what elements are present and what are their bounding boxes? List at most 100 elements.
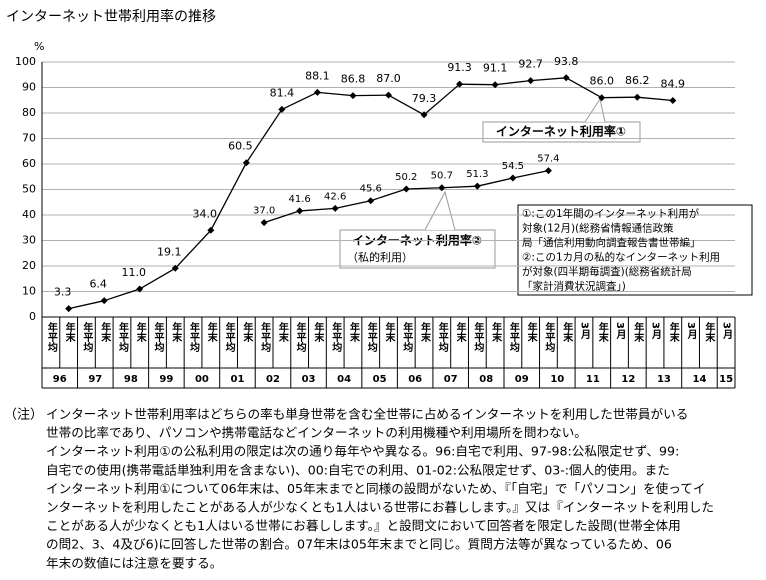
- x-tick-label: 年末: [596, 321, 608, 343]
- data-label: 88.1: [305, 69, 330, 82]
- note-label: （注）: [4, 408, 43, 423]
- x-tick-label: 年平均: [188, 321, 200, 353]
- x-tick-label: 3月: [721, 322, 734, 340]
- y-tick-label: 60: [22, 157, 36, 170]
- x-tick-label: 3月: [685, 322, 698, 340]
- line-segment: [406, 187, 442, 190]
- year-label: 07: [444, 374, 458, 385]
- marker: [385, 91, 392, 99]
- note-line: の問2、3、4及び6)に回答した世帯の割合。07年末は05年末までと同じ。質問方…: [46, 537, 672, 552]
- x-tick-label: 年平均: [259, 321, 271, 353]
- x-tick-label: 年平均: [507, 321, 519, 353]
- year-label: 05: [373, 374, 387, 385]
- y-tick-label: 0: [29, 310, 36, 323]
- data-label: 6.4: [89, 278, 107, 291]
- source-note: 対象(12月)(総務省情報通信政策: [522, 222, 674, 235]
- x-tick-label: 年平均: [45, 321, 57, 353]
- line-segment: [459, 83, 496, 86]
- data-label: 11.0: [121, 266, 146, 279]
- marker: [136, 285, 144, 293]
- x-tick-label: 年平均: [365, 321, 377, 353]
- marker: [367, 197, 375, 205]
- data-label: 50.2: [395, 172, 417, 183]
- x-tick-label: 年平均: [152, 321, 164, 353]
- data-label: 34.0: [193, 207, 218, 220]
- x-tick-label: 年平均: [294, 321, 306, 353]
- x-tick-label: 年末: [347, 321, 359, 343]
- y-tick-label: 50: [22, 183, 36, 196]
- marker: [402, 185, 410, 193]
- x-tick-label: 年末: [525, 321, 537, 343]
- data-label: 54.5: [502, 161, 524, 172]
- x-tick-label: 年平均: [436, 321, 448, 353]
- year-label: 08: [479, 374, 493, 385]
- line-segment: [281, 91, 318, 111]
- note-line: 自宅での使用(携帯電話単独利用を含まない)、00:自宅での利用、01-02:公私…: [46, 462, 670, 477]
- source-note: ①:この1年間のインターネット利用が: [522, 207, 700, 220]
- data-label: 37.0: [253, 206, 275, 217]
- y-tick-label: 40: [22, 208, 36, 221]
- note-line: ンターネットを利用したことがある人が少なくとも1人はいる世帯にお暮しします。』又…: [46, 500, 714, 515]
- marker: [544, 167, 552, 175]
- data-label: 93.8: [554, 55, 579, 68]
- x-tick-label: 年平均: [472, 321, 484, 353]
- marker: [669, 97, 677, 105]
- line-segment: [388, 94, 425, 116]
- year-label: 06: [408, 374, 422, 385]
- marker: [313, 88, 321, 96]
- y-tick-label: 100: [15, 55, 36, 68]
- line-segment: [263, 210, 300, 224]
- year-label: 02: [266, 374, 280, 385]
- source-note: 局「通信利用動向調査報告書世帯編」: [522, 236, 701, 249]
- data-label: 92.7: [518, 58, 543, 71]
- line-segment: [601, 96, 638, 99]
- x-tick-label: 年末: [205, 321, 217, 343]
- x-tick-label: 年末: [703, 321, 715, 343]
- line-segment: [637, 96, 673, 102]
- data-label: 86.0: [589, 75, 614, 88]
- year-label: 14: [693, 374, 707, 385]
- x-tick-label: 年平均: [81, 321, 93, 353]
- x-tick-label: 年末: [632, 321, 644, 343]
- year-label: 99: [159, 374, 173, 385]
- x-tick-label: 年末: [63, 321, 75, 343]
- data-label: 91.3: [447, 61, 472, 74]
- data-label: 57.4: [537, 154, 559, 165]
- x-tick-label: 年末: [312, 321, 324, 343]
- year-label: 03: [302, 374, 316, 385]
- x-tick-label: 年末: [490, 321, 502, 343]
- line-segment: [477, 177, 514, 187]
- line-segment: [565, 77, 603, 99]
- note-line: インターネット利用①の公私利用の限定は次の通り毎年やや異なる。96:自宅で利用、…: [46, 444, 679, 459]
- callout-pointer: [424, 190, 456, 231]
- year-label: 98: [124, 374, 138, 385]
- x-tick-label: 年末: [134, 321, 146, 343]
- year-label: 01: [231, 374, 245, 385]
- marker: [420, 111, 428, 119]
- year-label: 09: [515, 374, 529, 385]
- line-segment: [317, 91, 354, 97]
- y-tick-label: 20: [22, 259, 36, 272]
- line-segment: [299, 207, 336, 212]
- marker: [296, 207, 304, 215]
- x-tick-label: 年末: [276, 321, 288, 343]
- x-tick-label: 年平均: [223, 321, 235, 353]
- year-label: 97: [88, 374, 102, 385]
- series-sublabel: （私的利用）: [347, 250, 413, 264]
- source-box: [517, 204, 753, 296]
- data-label: 42.6: [324, 191, 346, 202]
- marker: [473, 182, 481, 190]
- data-label: 84.9: [661, 78, 686, 91]
- marker: [527, 77, 535, 85]
- line-segment: [103, 288, 140, 302]
- line-segment: [370, 188, 407, 202]
- marker: [562, 74, 570, 82]
- x-tick-label: 年末: [454, 321, 466, 343]
- marker: [207, 226, 215, 234]
- y-tick-label: 80: [22, 106, 36, 119]
- year-label: 12: [621, 374, 635, 385]
- marker: [509, 174, 517, 182]
- line-segment: [68, 300, 105, 310]
- x-tick-label: 年末: [99, 321, 111, 343]
- x-tick-label: 年末: [170, 321, 182, 343]
